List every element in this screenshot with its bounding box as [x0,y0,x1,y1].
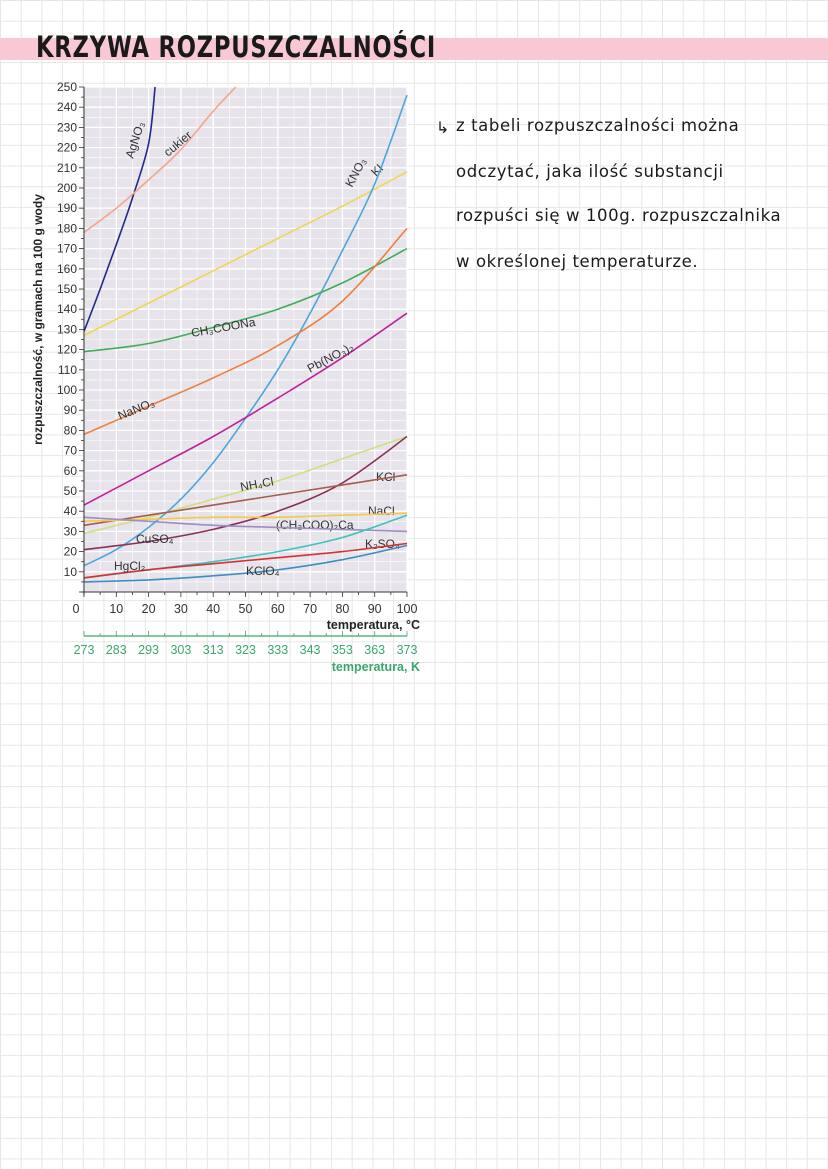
curve-kcl [83,435,408,551]
curve-nacl [83,474,408,527]
curve-agno3 [83,86,156,332]
curve-label: CuSO₄ [136,532,174,546]
curve-label: KClO₄ [246,564,280,578]
y-tick-label: 190 [57,201,77,215]
kelvin-tick-label: 353 [332,643,353,657]
curve-hgcl2 [83,542,408,579]
kelvin-tick-label: 303 [170,643,191,657]
y-tick-label: 70 [64,444,78,458]
curve-kclo4 [83,544,408,583]
kelvin-tick-label: 363 [364,643,385,657]
note-line-1: z tabeli rozpuszczalności można [456,116,740,135]
y-tick-label: 220 [57,141,77,155]
y-tick-label: 40 [64,504,78,518]
x-tick-label: 40 [206,602,220,616]
curve-kno3 [83,94,408,567]
y-tick-label: 230 [57,120,77,134]
x-tick-label: 80 [335,602,349,616]
y-tick-label: 90 [64,403,78,417]
y-tick-label: 20 [64,545,78,559]
y-tick-label: 120 [57,343,77,357]
curve-pb-no3-2 [83,312,408,506]
x-tick-label: 0 [73,602,80,616]
curve--ch3coo-2ca [83,512,408,523]
y-tick-label: 80 [64,423,78,437]
solubility-chart: AgNO₃ cukierKIKNO₃CH₃COONaNaNO₃Pb(NO₃)₂NH… [31,80,420,674]
curve-cuso4 [83,516,408,533]
y-tick-label: 60 [64,464,78,478]
note-line-2: odczytać, jaka ilość substancji [456,162,724,181]
kelvin-tick-label: 323 [235,643,256,657]
curve-nano3 [83,227,408,436]
x-tick-label: 70 [303,602,317,616]
y-tick-label: 100 [57,383,77,397]
kelvin-tick-label: 333 [267,643,288,657]
title-highlight [0,38,828,60]
y-tick-label: 180 [57,221,77,235]
kelvin-tick-label: 293 [138,643,159,657]
note-line-3: rozpuści się w 100g. rozpuszczalnika [456,206,782,225]
page-title: KRZYWA ROZPUSZCZALNOŚCI [36,30,437,64]
x-tick-label: 30 [174,602,188,616]
y-tick-label: 210 [57,161,77,175]
curve-label: NH₄Cl [239,474,274,494]
x-tick-label: 90 [368,602,382,616]
x-tick-label: 20 [142,602,156,616]
kelvin-tick-label: 313 [203,643,224,657]
x-axis: 0 10 20 30 40 50 60 70 80 90 100 [73,591,418,616]
y-tick-label: 130 [57,322,77,336]
y-tick-label: 170 [57,242,77,256]
curve-ki [83,171,408,337]
x-axis-label: temperatura, °C [327,618,420,632]
curve-label: KCl [376,470,395,484]
y-axis-label: rozpuszczalność, w gramach na 100 g wody [31,194,45,445]
y-tick-label: 240 [57,100,77,114]
solubility-curves: AgNO₃ cukierKIKNO₃CH₃COONaNaNO₃Pb(NO₃)₂NH… [83,86,408,583]
y-tick-label: 160 [57,262,77,276]
y-tick-label: 200 [57,181,77,195]
kelvin-axis: 273 283 293 303 313 323 333 343 353 363 373 [74,631,418,657]
kelvin-tick-label: 373 [397,643,418,657]
x-tick-label: 60 [271,602,285,616]
curve-ch3coona [83,247,408,353]
y-tick-label: 50 [64,484,78,498]
curve-cukier [83,86,237,234]
curve-label: NaCl [368,504,395,518]
kelvin-tick-label: 283 [106,643,127,657]
x-tick-label: 10 [109,602,123,616]
kelvin-tick-label: 343 [300,643,321,657]
note-line-4: w określonej temperaturze. [456,252,699,271]
y-tick-label: 10 [64,565,78,579]
arrow-icon: ↳ [436,120,450,137]
x-tick-label: 100 [397,602,418,616]
y-tick-label: 250 [57,80,77,94]
y-axis: 10 20 30 40 50 60 70 80 90 100 110 120 130 140 150 160 1… [57,80,85,595]
y-tick-label: 110 [58,363,77,377]
x-tick-label: 50 [239,602,253,616]
y-tick-label: 30 [64,524,78,538]
y-tick-label: 150 [57,282,77,296]
y-tick-label: 140 [57,302,77,316]
kelvin-tick-label: 273 [74,643,95,657]
curve-label: HgCl₂ [114,559,146,573]
kelvin-axis-label: temperatura, K [332,660,420,674]
